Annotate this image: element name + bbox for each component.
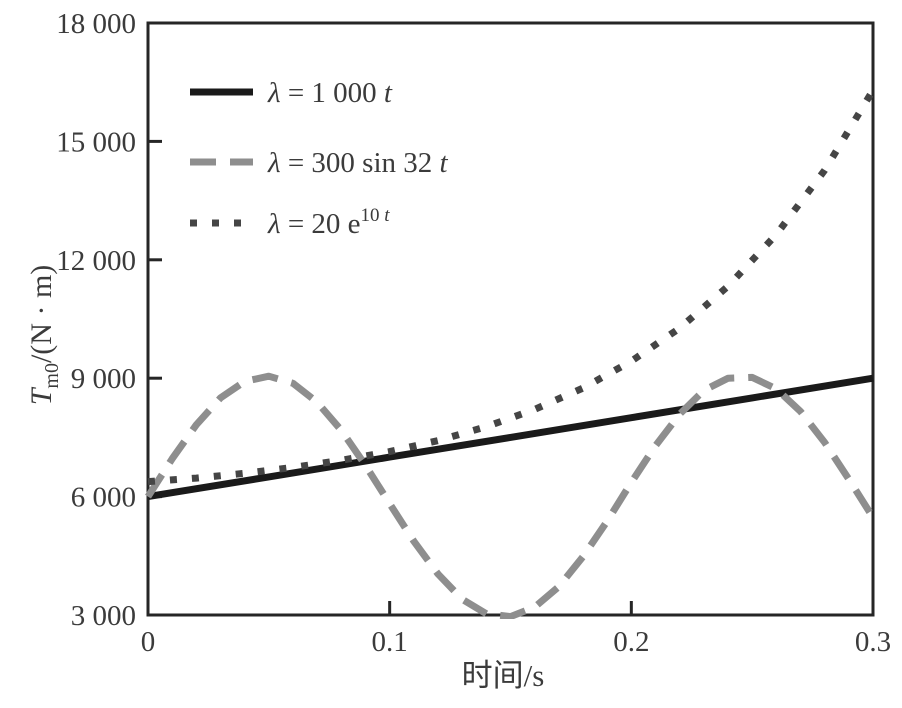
series-sine xyxy=(145,372,876,619)
y-axis-title-units: /(N · m) xyxy=(25,264,58,364)
x-tick-label: 0.3 xyxy=(855,626,891,658)
y-tick-label: 6 000 xyxy=(71,482,136,514)
y-tick-label: 18 000 xyxy=(56,8,136,40)
y-tick-label: 3 000 xyxy=(71,600,136,632)
y-axis-title: Tm0/(N · m) xyxy=(19,125,65,545)
legend-item: λ = 300 sin 32 t xyxy=(190,147,449,179)
legend-label-exp: λ = 20 e10 t xyxy=(267,205,390,240)
y-tick-label: 15 000 xyxy=(56,126,136,158)
legend-item: λ = 20 e10 t xyxy=(190,205,390,240)
y-axis-title-symbol: T xyxy=(25,388,58,406)
y-tick-label: 9 000 xyxy=(71,363,136,395)
legend: λ = 1 000 t λ = 300 sin 32 t λ = 20 e10 t xyxy=(190,77,449,240)
legend-item: λ = 1 000 t xyxy=(190,77,393,109)
y-tick-label: 12 000 xyxy=(56,245,136,277)
x-tick-label: 0 xyxy=(141,626,156,658)
x-tick-label: 0.2 xyxy=(613,626,649,658)
legend-label-linear: λ = 1 000 t xyxy=(267,77,393,109)
series-linear xyxy=(147,374,874,501)
x-tick-label: 0.1 xyxy=(372,626,408,658)
series-exp xyxy=(147,88,876,486)
legend-label-sine: λ = 300 sin 32 t xyxy=(267,147,449,179)
plot-border xyxy=(146,21,875,617)
y-axis-title-subscript: m0 xyxy=(41,363,63,389)
x-axis-title: 时间/s xyxy=(461,658,545,693)
